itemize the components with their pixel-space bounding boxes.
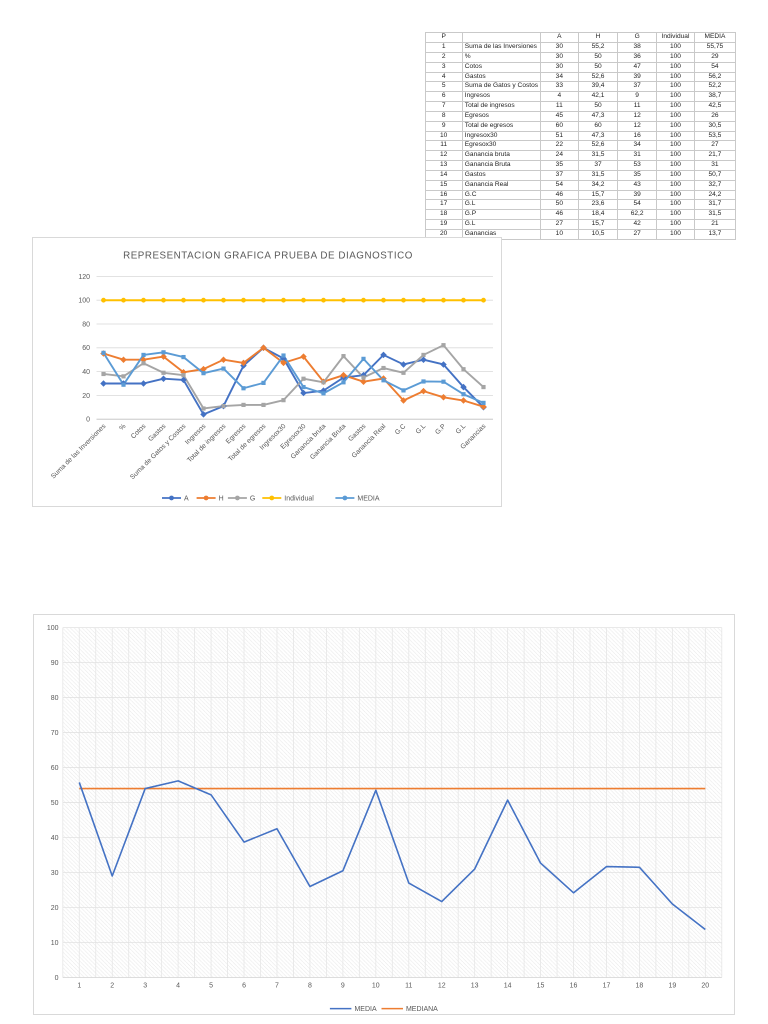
svg-text:100: 100	[47, 625, 59, 632]
svg-text:10: 10	[51, 940, 59, 947]
svg-text:4: 4	[176, 983, 180, 990]
svg-text:30: 30	[51, 870, 59, 877]
svg-text:90: 90	[51, 660, 59, 667]
svg-text:6: 6	[242, 983, 246, 990]
svg-text:A: A	[184, 495, 189, 502]
svg-text:60: 60	[51, 765, 59, 772]
svg-text:MEDIA: MEDIA	[357, 495, 379, 502]
svg-text:H: H	[219, 495, 224, 502]
svg-text:80: 80	[51, 695, 59, 702]
svg-text:2: 2	[110, 983, 114, 990]
svg-text:G.L: G.L	[415, 422, 428, 435]
svg-text:7: 7	[275, 983, 279, 990]
svg-text:%: %	[118, 423, 127, 432]
svg-text:0: 0	[86, 416, 90, 423]
svg-text:70: 70	[51, 730, 59, 737]
svg-text:15: 15	[536, 983, 544, 990]
svg-text:20: 20	[701, 983, 709, 990]
svg-text:40: 40	[51, 835, 59, 842]
svg-text:40: 40	[82, 369, 90, 376]
svg-text:0: 0	[54, 975, 58, 982]
svg-text:100: 100	[78, 297, 90, 304]
svg-text:Suma de las Inversiones: Suma de las Inversiones	[50, 422, 108, 480]
svg-text:8: 8	[308, 983, 312, 990]
svg-text:18: 18	[635, 983, 643, 990]
svg-text:60: 60	[82, 345, 90, 352]
svg-text:9: 9	[341, 983, 345, 990]
svg-text:3: 3	[143, 983, 147, 990]
svg-text:G.C: G.C	[394, 423, 408, 437]
svg-text:10: 10	[372, 983, 380, 990]
svg-text:16: 16	[569, 983, 577, 990]
svg-text:1: 1	[77, 983, 81, 990]
svg-text:12: 12	[438, 983, 446, 990]
svg-text:G: G	[250, 495, 255, 502]
svg-text:5: 5	[209, 983, 213, 990]
svg-text:13: 13	[471, 983, 479, 990]
svg-text:11: 11	[405, 983, 412, 990]
svg-text:MEDIA: MEDIA	[354, 1006, 376, 1013]
svg-text:Individual: Individual	[284, 495, 314, 502]
svg-text:50: 50	[51, 800, 59, 807]
svg-text:Ganancia Bruta: Ganancia Bruta	[309, 422, 347, 460]
svg-text:120: 120	[78, 273, 90, 280]
svg-text:REPRESENTACION GRAFICA PRUEBA: REPRESENTACION GRAFICA PRUEBA DE DIAGNOS…	[123, 250, 413, 261]
svg-text:17: 17	[602, 983, 610, 990]
svg-text:Total de ingresos: Total de ingresos	[186, 422, 228, 464]
svg-text:14: 14	[504, 983, 512, 990]
svg-text:G.L: G.L	[455, 422, 468, 435]
svg-text:80: 80	[82, 321, 90, 328]
svg-text:G.P: G.P	[434, 422, 448, 436]
svg-text:MEDIANA: MEDIANA	[406, 1006, 438, 1013]
svg-text:Cotos: Cotos	[130, 422, 148, 440]
svg-text:19: 19	[668, 983, 676, 990]
svg-text:Ganancia bruta: Ganancia bruta	[290, 422, 328, 460]
svg-text:20: 20	[82, 392, 90, 399]
svg-text:20: 20	[51, 905, 59, 912]
